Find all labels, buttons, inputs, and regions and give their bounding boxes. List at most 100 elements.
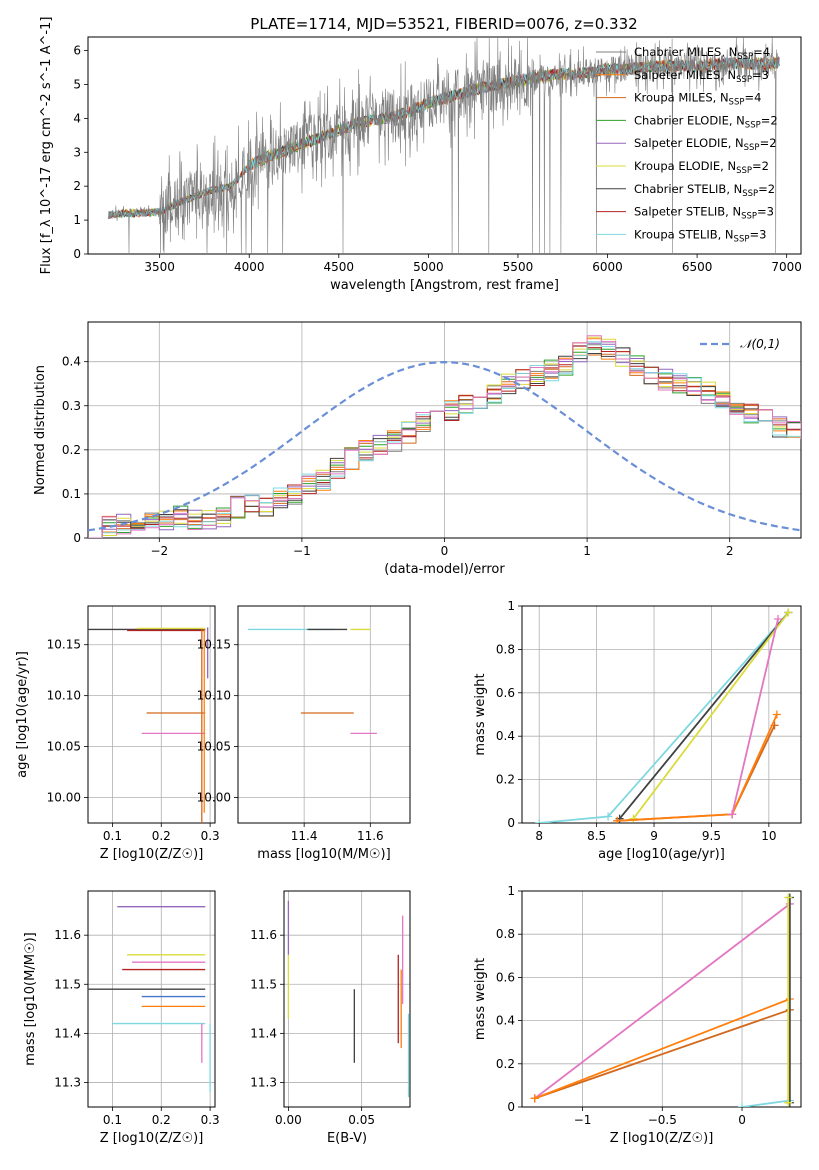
y-tick-label: 0 xyxy=(73,531,81,545)
spectrum-axes: 3500 4000 4500 5000 5500 6000 6500 7000 0 1 2 3 4 5 6 w… xyxy=(39,17,802,293)
series-marker xyxy=(629,814,638,823)
massweight_vs_Z-lines xyxy=(530,893,794,1107)
residual-legend: 𝒩(0,1) xyxy=(700,337,780,351)
x-tick-label: 2 xyxy=(726,544,734,558)
series-marker xyxy=(784,608,793,617)
x-tick-label: 1 xyxy=(583,544,591,558)
x-tick-label: 0.2 xyxy=(152,1113,171,1127)
x-tick-label: 11.6 xyxy=(357,829,384,843)
x-tick-label: 5500 xyxy=(503,260,534,274)
y-tick-label: 0 xyxy=(507,816,515,830)
axes-frame xyxy=(237,605,411,824)
x-tick-label: 0.05 xyxy=(348,1113,375,1127)
y-tick-label: 10.00 xyxy=(197,791,231,805)
age_vs_mass-errorbars xyxy=(247,628,377,734)
series-line xyxy=(534,1008,791,1100)
axes-frame xyxy=(87,890,216,1108)
y-tick-label: 2 xyxy=(73,179,81,193)
y-axis-label: mass [log10(M/M☉)] xyxy=(23,932,38,1065)
histogram-series xyxy=(88,342,801,538)
legend-entry: Kroupa STELIB, NSSP=3 xyxy=(634,227,766,244)
series-line xyxy=(731,618,779,815)
y-tick-label: 6 xyxy=(73,44,81,58)
y-axis-label: mass weight xyxy=(473,673,488,755)
x-axis-label: wavelength [Angstrom, rest frame] xyxy=(330,278,559,293)
series-marker xyxy=(613,816,622,823)
y-tick-label: 11.4 xyxy=(54,1026,81,1040)
series-marker xyxy=(774,615,783,624)
y-tick-label: 0.3 xyxy=(62,399,81,413)
x-tick-label: −2 xyxy=(150,544,168,558)
series-marker xyxy=(604,812,613,821)
x-tick-label: 6000 xyxy=(592,260,623,274)
age_vs_Z-axes: 0.1 0.2 0.3 10.00 10.05 10.10 10.15 Z [log10(Z/… xyxy=(15,605,220,862)
x-tick-label: 0.3 xyxy=(201,1113,220,1127)
x-axis-label: (data-model)/error xyxy=(384,562,505,577)
figure-title: PLATE=1714, MJD=53521, FIBERID=0076, z=0… xyxy=(250,15,637,33)
x-tick-label: 4500 xyxy=(324,260,355,274)
y-tick-label: 0 xyxy=(73,247,81,261)
x-axis-label: Z [log10(Z/Z☉)] xyxy=(100,1131,204,1146)
x-tick-label: 3500 xyxy=(144,260,175,274)
y-tick-label: 1 xyxy=(507,884,515,898)
x-tick-label: 0.1 xyxy=(103,829,122,843)
series-marker xyxy=(530,1094,539,1103)
y-tick-label: 1 xyxy=(507,599,515,613)
series-line xyxy=(618,611,790,820)
histogram-series xyxy=(88,347,801,538)
legend-entry: Salpeter STELIB, NSSP=3 xyxy=(634,205,774,222)
axes-frame xyxy=(87,605,216,824)
data-spectrum-line xyxy=(107,37,780,254)
legend-entry: Chabrier STELIB, NSSP=2 xyxy=(634,182,775,199)
legend-entry: Chabrier MILES, NSSP=4 xyxy=(634,45,770,62)
y-tick-label: 3 xyxy=(73,145,81,159)
y-tick-label: 0.8 xyxy=(496,927,515,941)
x-axis-label: age [log10(age/yr)] xyxy=(598,847,725,862)
massweight_vs_Z-axes: −1 −0.5 0 0 0.2 0.4 0.6 0.8 1 Z [log10(Z/Z☉)] mass… xyxy=(473,884,802,1146)
y-tick-label: 11.5 xyxy=(54,977,81,991)
y-tick-label: 0.2 xyxy=(62,443,81,457)
x-axis-label: Z [log10(Z/Z☉)] xyxy=(610,1131,714,1146)
x-axis-label: Z [log10(Z/Z☉)] xyxy=(100,847,204,862)
x-tick-label: −1 xyxy=(293,544,311,558)
y-tick-label: 1 xyxy=(73,213,81,227)
y-tick-label: 10.15 xyxy=(197,638,231,652)
x-tick-label: 8.5 xyxy=(587,829,606,843)
histogram-series xyxy=(88,338,801,538)
x-tick-label: 0 xyxy=(441,544,449,558)
spectrum-legend: Chabrier MILES, NSSP=4 Salpeter MILES, NS… xyxy=(596,45,778,244)
age_vs_Z-errorbars xyxy=(88,627,209,823)
mass_vs_EBV-axes: 0.00 0.05 11.3 11.4 11.5 11.6 E(B-V) xyxy=(250,890,411,1146)
axes-frame xyxy=(521,605,802,824)
massweight_vs_age-axes: 8 8.5 9 9.5 10 0 0.2 0.4 0.6 0.8 1 age [log10(age/y… xyxy=(473,599,802,862)
y-axis-label: Flux [f_λ 10^-17 erg cm^-2 s^-1 A^-1] xyxy=(39,17,54,275)
normal-curve xyxy=(88,360,801,532)
y-axis-label: age [log10(age/yr)] xyxy=(15,651,30,778)
histogram-series xyxy=(88,345,801,538)
x-axis-label: E(B-V) xyxy=(327,1131,367,1146)
axes-frame xyxy=(283,890,411,1108)
x-tick-label: 4000 xyxy=(234,260,265,274)
y-tick-label: 4 xyxy=(73,111,81,125)
series-marker xyxy=(738,1103,747,1107)
y-tick-label: 10.05 xyxy=(197,740,231,754)
x-tick-label: 10 xyxy=(761,829,776,843)
series-marker xyxy=(784,893,793,902)
y-tick-label: 0.1 xyxy=(62,487,81,501)
y-axis-label: mass weight xyxy=(473,958,488,1040)
histogram-series xyxy=(88,341,801,538)
massweight_vs_age-lines xyxy=(535,608,793,823)
y-tick-label: 11.6 xyxy=(250,928,277,942)
y-tick-label: 10.15 xyxy=(47,638,81,652)
y-tick-label: 0.4 xyxy=(496,729,515,743)
x-tick-label: 8 xyxy=(535,829,543,843)
x-tick-label: 0.00 xyxy=(275,1113,302,1127)
x-tick-label: 0.1 xyxy=(103,1113,122,1127)
mass_vs_EBV-errorbars xyxy=(287,900,410,1098)
y-tick-label: 0.4 xyxy=(62,355,81,369)
series-marker xyxy=(772,710,781,719)
y-tick-label: 0 xyxy=(507,1100,515,1114)
legend-entry: Salpeter MILES, NSSP=3 xyxy=(634,68,769,85)
mass_vs_Z-axes: 0.1 0.2 0.3 11.3 11.4 11.5 11.6 Z [log10(Z/Z☉)]… xyxy=(23,890,220,1146)
